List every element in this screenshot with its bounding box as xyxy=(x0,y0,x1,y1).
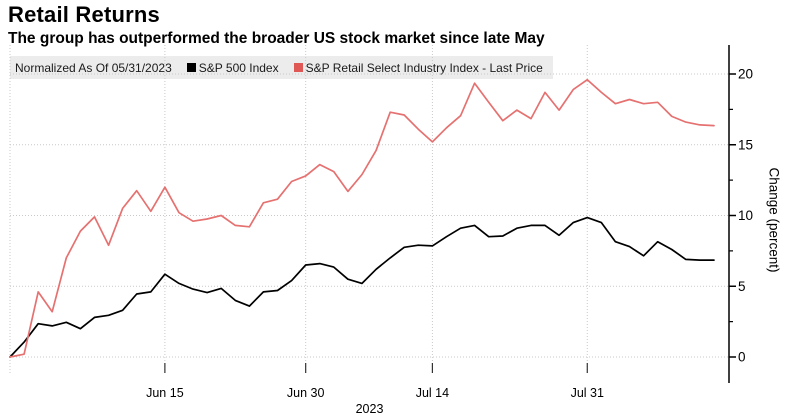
svg-text:Jul 31: Jul 31 xyxy=(571,386,604,400)
retail-index-legend-swatch xyxy=(293,63,303,72)
svg-text:5: 5 xyxy=(738,279,746,294)
series-line-sp500 xyxy=(9,216,715,358)
svg-text:Jun 30: Jun 30 xyxy=(287,386,325,400)
series-line-retail-index xyxy=(9,78,715,358)
svg-text:15: 15 xyxy=(738,137,753,152)
sp500-legend-label: S&P 500 Index xyxy=(198,60,279,75)
legend-note: Normalized As Of 05/31/2023 xyxy=(15,60,172,75)
legend-item-retail-index: S&P Retail Select Industry Index - Last … xyxy=(293,60,543,75)
chart-legend: Normalized As Of 05/31/2023 S&P 500 Inde… xyxy=(10,56,553,79)
svg-text:Jun 15: Jun 15 xyxy=(146,386,184,400)
page-subtitle: The group has outperformed the broader U… xyxy=(8,30,545,47)
svg-text:2023: 2023 xyxy=(356,402,384,416)
svg-text:10: 10 xyxy=(738,208,753,223)
retail-index-legend-label: S&P Retail Select Industry Index - Last … xyxy=(305,60,543,75)
legend-item-sp500: S&P 500 Index xyxy=(186,60,279,75)
svg-text:Jul 14: Jul 14 xyxy=(416,386,449,400)
page-title: Retail Returns xyxy=(8,2,160,27)
svg-text:20: 20 xyxy=(738,67,753,82)
y-axis-title: Change (percent) xyxy=(767,167,782,272)
svg-text:0: 0 xyxy=(738,350,746,365)
sp500-legend-swatch xyxy=(186,63,196,72)
